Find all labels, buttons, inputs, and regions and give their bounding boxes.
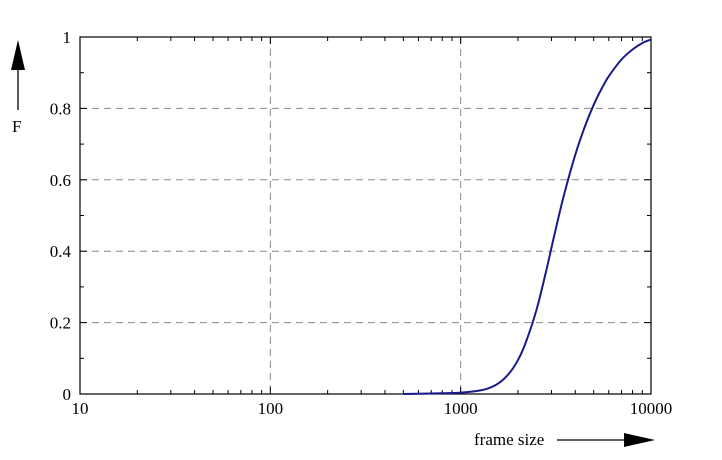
y-tick-label: 1 [63,28,72,47]
x-tick-label: 10 [72,399,89,418]
y-axis-arrowhead-icon [11,40,25,70]
axis-ticks [79,36,652,395]
y-tick-label: 0.6 [50,171,71,190]
y-tick-label: 0.4 [50,242,72,261]
y-tick-label: 0 [63,385,72,404]
grid-lines [80,37,651,394]
x-axis-arrowhead-icon [624,433,655,447]
y-tick-label: 0.8 [50,99,71,118]
x-axis-title-group: frame size [474,430,655,449]
x-axis-title: frame size [474,430,544,449]
tick-labels: 10 100 1000 10000 0 0.2 0.4 0.6 0.8 1 [50,28,673,418]
x-tick-label: 1000 [444,399,478,418]
x-tick-label: 10000 [630,399,673,418]
series-lines [403,38,652,395]
series-line [403,38,652,395]
y-axis-title: F [12,117,21,136]
y-tick-label: 0.2 [50,314,71,333]
plot-frame [79,36,652,395]
x-tick-label: 100 [258,399,284,418]
y-axis-title-group: F [11,40,25,136]
